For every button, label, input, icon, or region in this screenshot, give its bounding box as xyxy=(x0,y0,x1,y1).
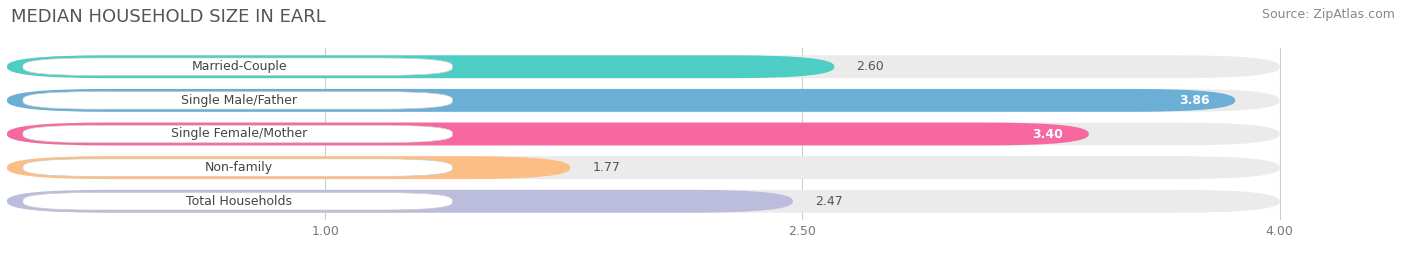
FancyBboxPatch shape xyxy=(22,58,453,76)
FancyBboxPatch shape xyxy=(7,190,1279,213)
Text: 1.77: 1.77 xyxy=(592,161,620,174)
Text: 3.40: 3.40 xyxy=(1032,128,1063,140)
Text: 3.86: 3.86 xyxy=(1180,94,1209,107)
FancyBboxPatch shape xyxy=(22,159,453,176)
FancyBboxPatch shape xyxy=(7,89,1234,112)
Text: 2.47: 2.47 xyxy=(815,195,842,208)
FancyBboxPatch shape xyxy=(7,122,1088,146)
FancyBboxPatch shape xyxy=(7,55,834,78)
FancyBboxPatch shape xyxy=(7,156,571,179)
FancyBboxPatch shape xyxy=(7,122,1279,146)
Text: Single Female/Mother: Single Female/Mother xyxy=(172,128,308,140)
FancyBboxPatch shape xyxy=(7,190,793,213)
Text: Total Households: Total Households xyxy=(186,195,292,208)
FancyBboxPatch shape xyxy=(7,156,1279,179)
Text: 2.60: 2.60 xyxy=(856,60,884,73)
Text: Single Male/Father: Single Male/Father xyxy=(181,94,297,107)
FancyBboxPatch shape xyxy=(22,125,453,143)
FancyBboxPatch shape xyxy=(7,55,1279,78)
FancyBboxPatch shape xyxy=(22,92,453,109)
Text: Source: ZipAtlas.com: Source: ZipAtlas.com xyxy=(1261,8,1395,21)
Text: Non-family: Non-family xyxy=(205,161,273,174)
FancyBboxPatch shape xyxy=(22,192,453,210)
Text: MEDIAN HOUSEHOLD SIZE IN EARL: MEDIAN HOUSEHOLD SIZE IN EARL xyxy=(11,8,326,26)
Text: Married-Couple: Married-Couple xyxy=(191,60,287,73)
FancyBboxPatch shape xyxy=(7,89,1279,112)
